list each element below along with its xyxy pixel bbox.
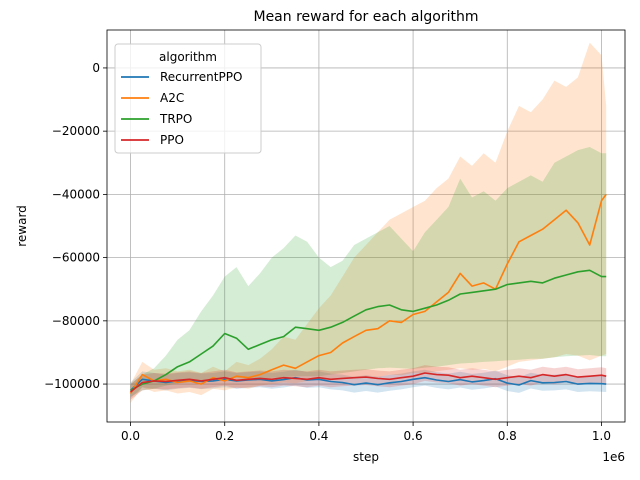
x-tick-label: 0.4	[309, 429, 328, 443]
x-tick-label: 0.6	[404, 429, 423, 443]
x-tick-label: 0.0	[121, 429, 140, 443]
trpo-band	[130, 147, 607, 397]
y-tick-label: 0	[92, 61, 100, 75]
a2c-band	[130, 42, 607, 403]
chart-title: Mean reward for each algorithm	[253, 9, 478, 25]
y-tick-label: −100000	[44, 377, 100, 391]
legend-title: algorithm	[159, 50, 217, 64]
legend: algorithm RecurrentPPO A2C TRPO PPO	[114, 43, 262, 154]
y-tick-label: −60000	[52, 251, 100, 265]
x-axis-ticks: 0.0 0.2 0.4 0.6 0.8 1.0	[121, 422, 611, 443]
legend-box	[114, 43, 262, 154]
legend-label-a2c: A2C	[160, 91, 184, 105]
x-axis-label: step	[353, 450, 379, 464]
y-tick-label: −20000	[52, 124, 100, 138]
x-axis-offset-label: 1e6	[602, 450, 625, 464]
x-tick-label: 1.0	[592, 429, 611, 443]
x-tick-label: 0.2	[215, 429, 234, 443]
legend-label-ppo: PPO	[160, 133, 184, 147]
plot-frame	[106, 29, 626, 423]
y-tick-label: −40000	[52, 187, 100, 201]
y-axis-ticks: −100000 −80000 −60000 −40000 −20000 0	[44, 61, 107, 391]
legend-label-trpo: TRPO	[159, 112, 192, 126]
legend-label-recurrentppo: RecurrentPPO	[160, 70, 242, 84]
ppo-band	[130, 365, 607, 400]
recurrentppo-line	[129, 376, 607, 391]
y-tick-label: −80000	[52, 314, 100, 328]
x-tick-label: 0.8	[498, 429, 517, 443]
ppo-line	[129, 372, 607, 393]
y-axis-label: reward	[15, 205, 29, 247]
series-lines	[129, 193, 607, 394]
trpo-line	[130, 269, 607, 392]
